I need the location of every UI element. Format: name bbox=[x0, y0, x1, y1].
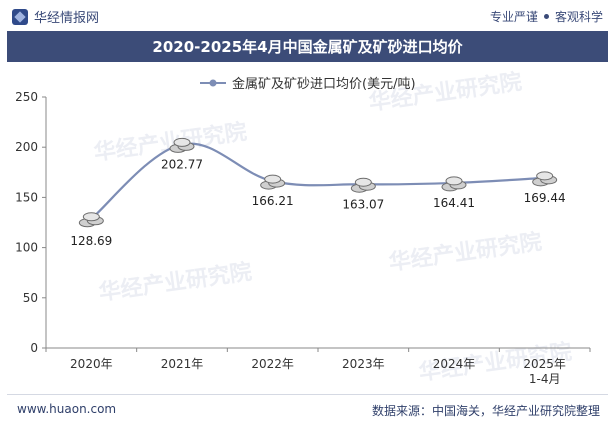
dot-icon bbox=[543, 14, 549, 19]
y-tick-label: 150 bbox=[15, 190, 38, 204]
data-label: 164.41 bbox=[433, 196, 475, 210]
y-tick-label: 100 bbox=[15, 241, 38, 255]
data-point-marker bbox=[78, 212, 104, 228]
footer: www.huaon.com 数据来源：中国海关，华经产业研究院整理 bbox=[7, 394, 608, 424]
brand-name: 华经情报网 bbox=[34, 11, 100, 26]
data-label: 166.21 bbox=[252, 194, 294, 208]
tagline: 专业严谨 客观科学 bbox=[490, 8, 603, 25]
x-tick-label: 2024年 bbox=[433, 357, 476, 371]
data-label: 202.77 bbox=[161, 157, 203, 171]
data-label: 163.07 bbox=[342, 197, 384, 211]
data-point-marker bbox=[532, 171, 558, 187]
data-label: 128.69 bbox=[70, 234, 112, 248]
watermark-text: 华经产业研究院 bbox=[367, 69, 523, 116]
tagline-left: 专业严谨 bbox=[489, 10, 538, 24]
top-bar: 华经情报网 专业严谨 客观科学 bbox=[0, 0, 615, 30]
watermark-text: 华经产业研究院 bbox=[387, 229, 543, 276]
data-point-marker bbox=[441, 176, 467, 192]
chart-title: 2020-2025年4月中国金属矿及矿砂进口均价 bbox=[7, 31, 608, 62]
x-tick-label: 2020年 bbox=[70, 357, 113, 371]
footer-source: 数据来源：中国海关，华经产业研究院整理 bbox=[371, 404, 600, 418]
legend-marker bbox=[209, 79, 217, 87]
x-tick-label: 2021年 bbox=[161, 357, 204, 371]
y-tick-label: 250 bbox=[15, 90, 38, 104]
data-point-marker bbox=[260, 174, 286, 190]
y-tick-label: 200 bbox=[15, 140, 38, 154]
legend-label: 金属矿及矿砂进口均价(美元/吨) bbox=[232, 76, 416, 92]
data-point-marker bbox=[350, 177, 376, 193]
watermark-text: 华经产业研究院 bbox=[97, 259, 253, 306]
y-tick-label: 50 bbox=[23, 291, 38, 305]
x-tick-label: 1-4月 bbox=[529, 372, 561, 386]
brand: 华经情报网 bbox=[12, 7, 99, 26]
series-line bbox=[90, 142, 545, 220]
brand-logo-icon bbox=[12, 8, 28, 25]
x-tick-label: 2022年 bbox=[251, 357, 294, 371]
tagline-right: 客观科学 bbox=[554, 10, 603, 24]
y-tick-label: 0 bbox=[30, 341, 38, 355]
data-label: 169.44 bbox=[524, 191, 566, 205]
x-tick-label: 2025年 bbox=[523, 357, 566, 371]
data-point-marker bbox=[169, 137, 195, 153]
x-tick-label: 2023年 bbox=[342, 357, 385, 371]
footer-site[interactable]: www.huaon.com bbox=[17, 402, 117, 416]
